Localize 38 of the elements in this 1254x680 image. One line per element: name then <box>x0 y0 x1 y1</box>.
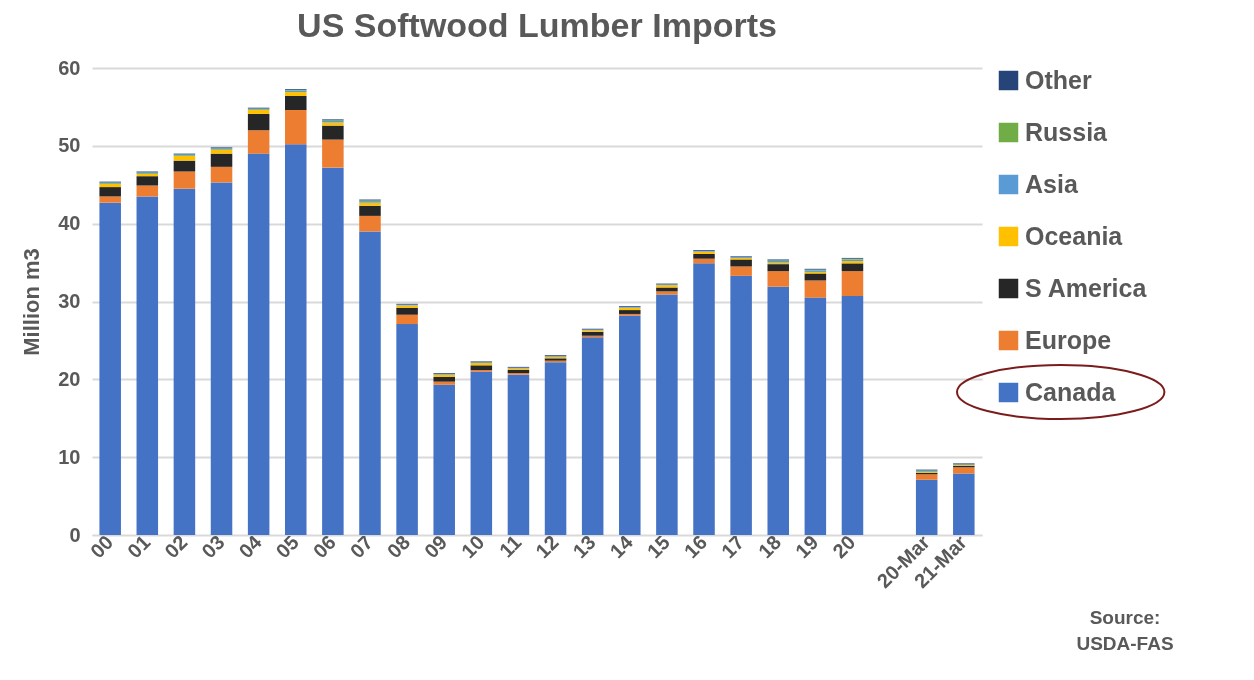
legend-label: S America <box>1025 273 1148 302</box>
x-tick-label: 14 <box>605 530 638 563</box>
x-tick-label: 15 <box>642 531 674 563</box>
x-tick-label: 09 <box>420 531 452 563</box>
x-tick-label: 00 <box>85 531 118 563</box>
x-tick-label: 06 <box>308 531 340 563</box>
y-tick-label: 0 <box>69 523 81 546</box>
chart-title: US Softwood Lumber Imports <box>297 6 777 44</box>
legend-label: Russia <box>1025 117 1109 146</box>
y-tick-label: 10 <box>58 445 81 468</box>
source-note: Source: USDA-FAS <box>1075 606 1175 656</box>
y-tick-label: 40 <box>58 212 81 235</box>
legend-label: Canada <box>1025 377 1117 406</box>
x-tick-label: 12 <box>531 531 563 563</box>
y-tick-label: 50 <box>58 134 81 157</box>
x-tick-label: 16 <box>679 531 712 563</box>
x-tick-label: 20 <box>828 531 860 563</box>
y-tick-label: 20 <box>58 367 81 390</box>
legend-label: Europe <box>1025 325 1112 354</box>
x-tick-label: 08 <box>382 531 415 563</box>
x-tick-label: 19 <box>791 531 823 563</box>
legend-label: Asia <box>1025 169 1079 198</box>
x-tick-label: 01 <box>123 531 155 563</box>
y-tick-label: 60 <box>58 56 81 79</box>
x-tick-label: 17 <box>716 531 749 563</box>
x-tick-label: 03 <box>197 531 229 563</box>
x-tick-label: 18 <box>754 531 786 563</box>
legend-label: Other <box>1025 65 1092 94</box>
x-tick-label: 04 <box>234 530 267 563</box>
x-tick-label: 10 <box>457 531 489 563</box>
x-tick-label: 13 <box>568 531 600 563</box>
x-tick-label: 02 <box>160 531 192 563</box>
legend-label: Oceania <box>1025 221 1124 250</box>
y-axis-title: Million m3 <box>19 248 45 356</box>
x-tick-label: 11 <box>495 531 526 562</box>
x-tick-label: 05 <box>271 531 303 563</box>
x-tick-label: 07 <box>345 531 378 563</box>
y-tick-label: 30 <box>58 290 81 312</box>
